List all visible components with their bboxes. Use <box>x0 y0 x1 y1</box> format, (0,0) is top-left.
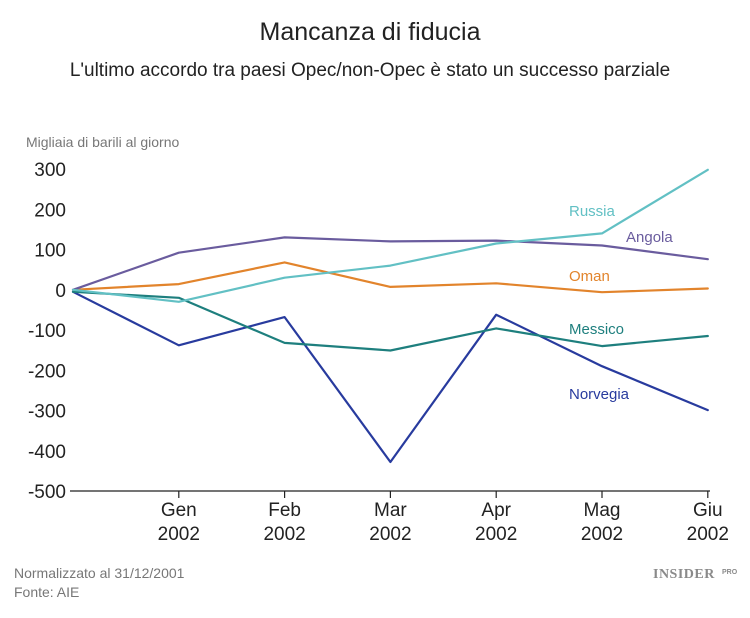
y-tick-label: 300 <box>34 160 66 181</box>
x-tick-label-month: Feb <box>268 500 301 521</box>
x-tick-label-month: Mar <box>374 500 407 521</box>
x-tick-label-year: 2002 <box>475 524 517 545</box>
x-tick-label-month: Apr <box>481 500 511 521</box>
series-label-oman: Oman <box>569 268 610 285</box>
x-tick-label-year: 2002 <box>687 524 729 545</box>
series-label-norvegia: Norvegia <box>569 386 630 403</box>
y-tick-label: 200 <box>34 200 66 221</box>
x-axis-ticks: Gen 2002 Feb 2002 Mar 2002 Apr 2002 Mag 2002 Giu 20… <box>158 491 729 545</box>
y-tick-label: 100 <box>34 241 66 262</box>
logo-subtext: PRO <box>722 569 738 576</box>
series-labels: Russia Angola Oman Messico Norvegia <box>569 203 673 403</box>
series-line-angola <box>71 236 709 291</box>
series-line-norvegia <box>71 290 709 464</box>
series-line-oman <box>71 261 709 294</box>
x-tick-label-month: Mag <box>584 500 621 521</box>
series-label-messico: Messico <box>569 321 624 338</box>
chart-subtitle: L'ultimo accordo tra paesi Opec/non-Opec… <box>70 60 670 81</box>
y-tick-label: -200 <box>28 361 66 382</box>
chart-title: Mancanza di fiducia <box>260 18 481 46</box>
y-tick-label: -100 <box>28 321 66 342</box>
y-tick-label: 0 <box>55 281 66 302</box>
logo-text: INSIDER <box>653 567 715 582</box>
y-axis-unit-label: Migliaia di barili al giorno <box>26 134 180 150</box>
y-tick-label: -500 <box>28 482 66 503</box>
normalization-note: Normalizzato al 31/12/2001 <box>14 565 185 581</box>
source-note: Fonte: AIE <box>14 584 79 600</box>
y-tick-label: -300 <box>28 402 66 423</box>
insider-pro-logo: INSIDER PRO <box>653 567 738 582</box>
x-tick-label-year: 2002 <box>263 524 305 545</box>
series-line-messico <box>71 290 709 352</box>
series-label-angola: Angola <box>626 229 673 246</box>
series-label-russia: Russia <box>569 203 616 220</box>
series-line-russia <box>71 168 709 303</box>
x-tick-label-year: 2002 <box>369 524 411 545</box>
x-tick-label-month: Gen <box>161 500 197 521</box>
y-axis-ticks: 300 200 100 0 -100 -200 -300 -400 -500 <box>28 160 66 503</box>
x-tick-label-year: 2002 <box>158 524 200 545</box>
y-tick-label: -400 <box>28 442 66 463</box>
series-lines <box>71 168 709 464</box>
x-tick-label-month: Giu <box>693 500 723 521</box>
x-tick-label-year: 2002 <box>581 524 623 545</box>
